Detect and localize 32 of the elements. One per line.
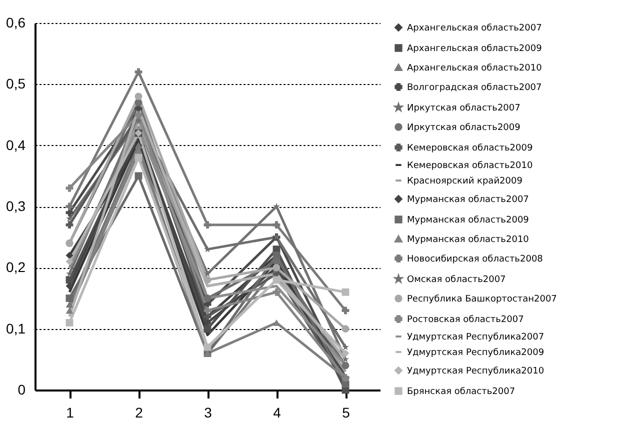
legend-label: Иркутская область2007 [407, 104, 520, 114]
legend-label: Волгоградская область2007 [407, 83, 542, 93]
legend-label: Омская область2007 [407, 275, 506, 285]
legend-label: Республика Башкортостан2007 [407, 294, 557, 304]
x-tick-label: 3 [204, 404, 212, 420]
x-tick-label: 2 [135, 404, 144, 420]
legend-label: Иркутская область2009 [407, 123, 521, 133]
x-tick-label: 4 [273, 404, 282, 420]
legend-label: Брянская область2007 [407, 387, 516, 397]
legend-label: Мурманская область2007 [407, 195, 529, 205]
y-tick-label: 0 [18, 382, 26, 398]
y-tick-label: 0,2 [6, 259, 26, 276]
legend-label: Красноярский край2009 [407, 176, 523, 186]
legend-label: Новосибирская область2008 [407, 254, 544, 264]
legend-label: Мурманская область2010 [407, 235, 530, 245]
y-tick-label: 0,1 [6, 320, 26, 336]
legend-label: Мурманская область2009 [407, 216, 530, 226]
y-tick-label: 0,6 [6, 14, 26, 30]
y-tick-label: 0,3 [6, 198, 26, 214]
legend-label: Архангельская область2010 [407, 64, 542, 74]
legend-label: Удмуртская Республика2009 [407, 348, 544, 358]
legend-label: Кемеровская область2010 [407, 161, 533, 171]
x-tick-label: 1 [66, 404, 74, 420]
legend-label: Архангельская область2007 [407, 24, 542, 34]
legend-label: Кемеровская область2009 [407, 144, 533, 154]
legend-label: Удмуртская Республика2007 [407, 332, 544, 342]
legend-label: Удмуртская Республика2010 [407, 366, 544, 376]
y-tick-label: 0,5 [6, 76, 26, 92]
legend-label: Ростовская область2007 [407, 315, 524, 325]
y-tick-label: 0,4 [6, 136, 26, 153]
legend-label: Архангельская область2009 [407, 44, 542, 54]
x-tick-label: 5 [342, 404, 350, 420]
